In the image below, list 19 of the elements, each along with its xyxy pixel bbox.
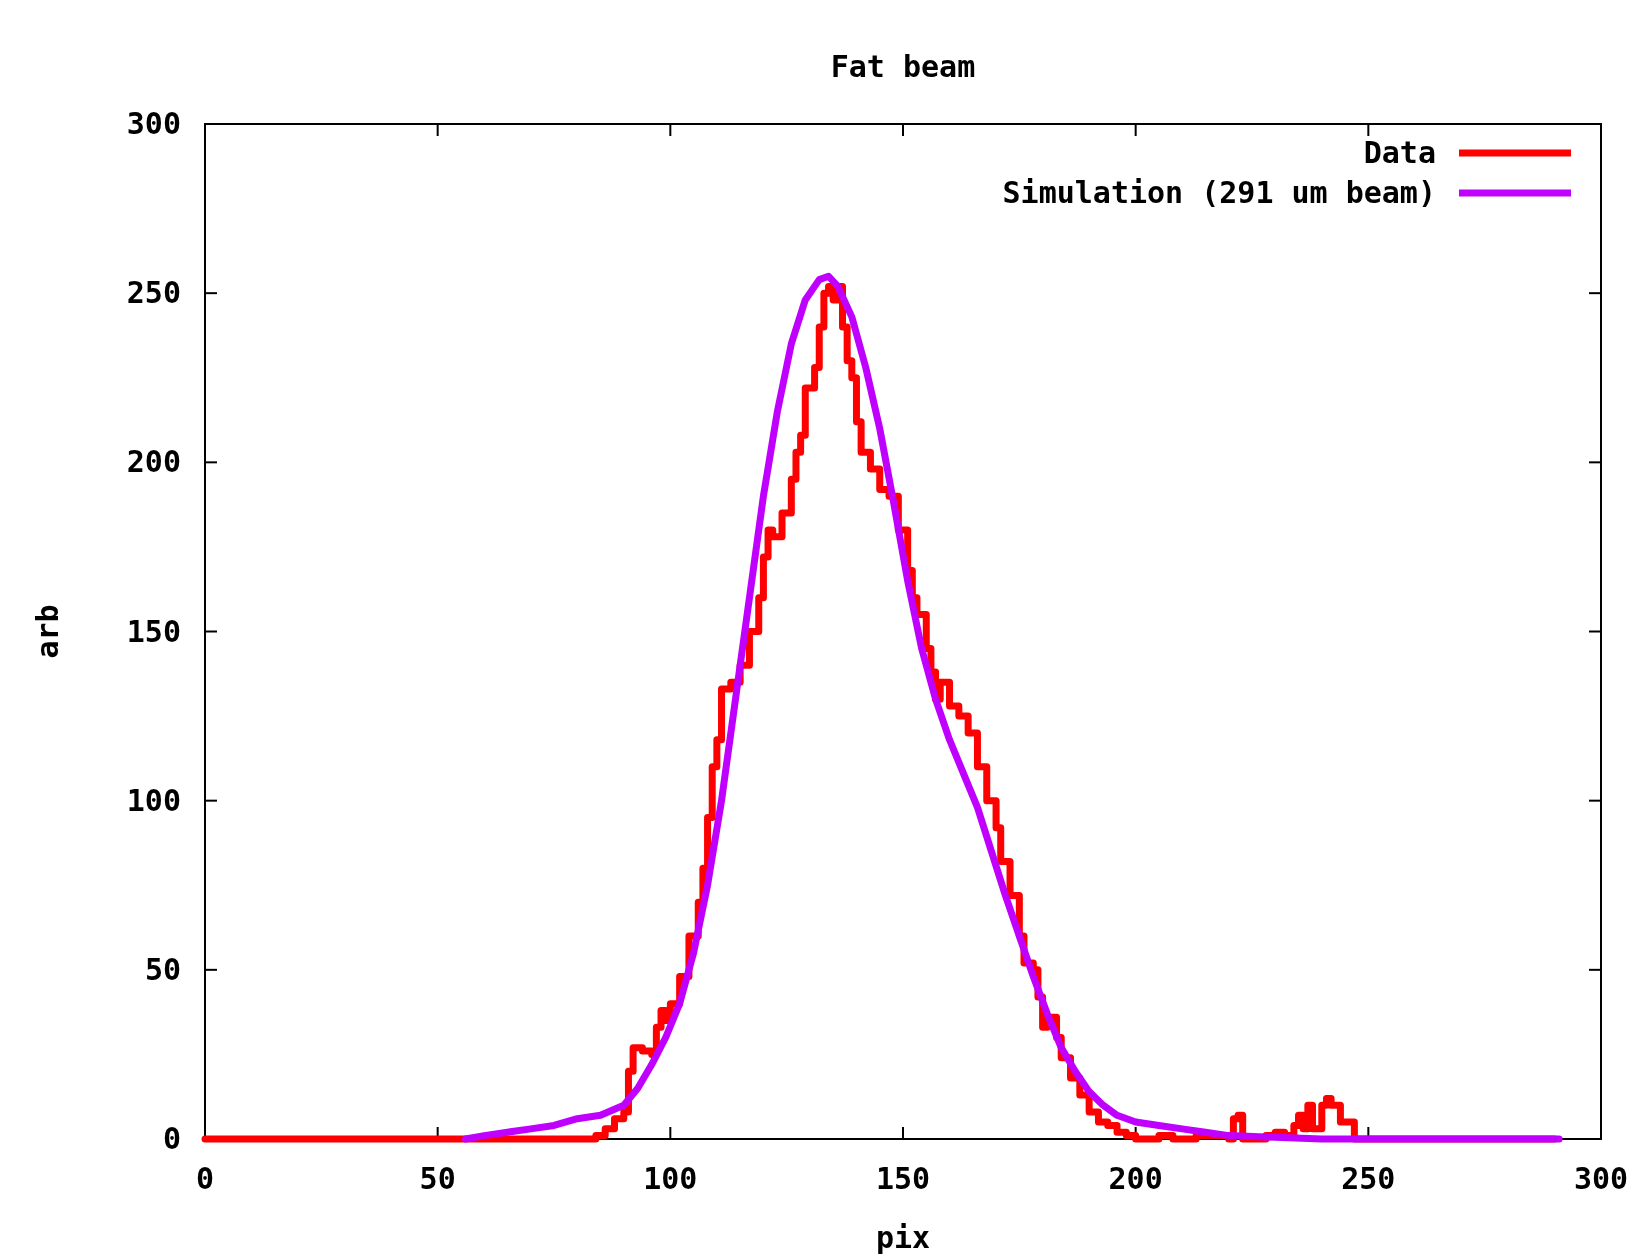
x-tick-label: 0	[195, 1161, 215, 1196]
y-tick-label: 150	[126, 613, 181, 649]
x-tick-label: 250	[1341, 1161, 1396, 1196]
legend-label: Simulation (291 um beam)	[1002, 175, 1436, 210]
x-tick-label: 200	[1108, 1161, 1163, 1196]
y-tick-label: 100	[126, 782, 181, 818]
y-tick-label: 50	[144, 951, 181, 987]
x-axis-title: pix	[875, 1220, 931, 1255]
chart-title: Fat beam	[830, 49, 976, 84]
x-tick-label: 100	[643, 1161, 698, 1196]
x-tick-label: 300	[1573, 1161, 1629, 1196]
y-tick-label: 0	[162, 1121, 181, 1156]
x-tick-label: 50	[419, 1161, 456, 1196]
y-axis-title: arb	[30, 604, 65, 659]
y-tick-label: 300	[126, 106, 181, 141]
x-tick-label: 150	[875, 1161, 931, 1196]
y-tick-label: 250	[126, 275, 181, 311]
y-tick-label: 200	[126, 444, 181, 480]
legend-label: Data	[1363, 135, 1436, 170]
